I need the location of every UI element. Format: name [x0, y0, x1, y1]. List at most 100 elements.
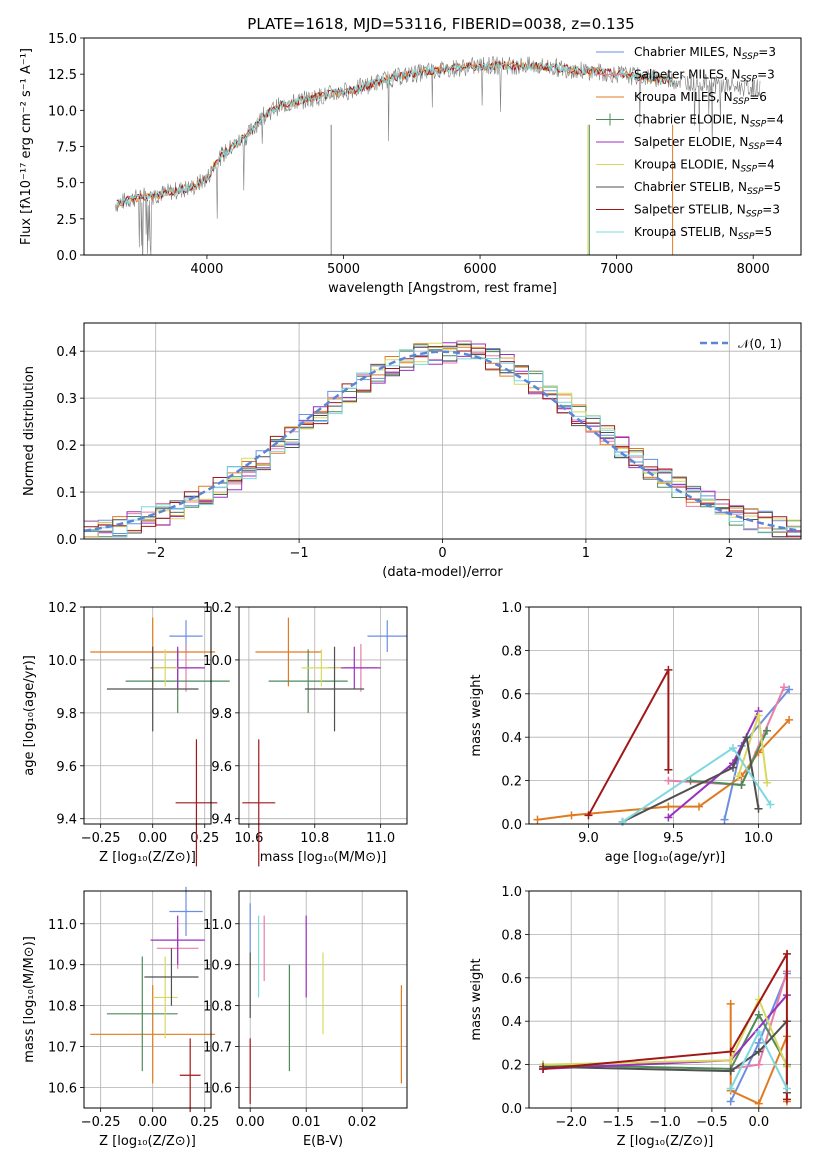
- y-tick-label: 10.7: [203, 1041, 232, 1056]
- y-tick-label: 9.4: [56, 813, 77, 828]
- x-tick-label: 0.25: [190, 1115, 219, 1130]
- weight-marker: [785, 715, 794, 724]
- plot-frame: [528, 890, 802, 1109]
- y-tick-label: 0.2: [501, 1059, 522, 1074]
- y-axis-label: Normed distribution: [22, 366, 37, 496]
- y-tick-label: 0.8: [501, 644, 522, 659]
- x-axis-label: Z [log₁₀(Z/Z⊙)]: [99, 850, 196, 865]
- y-tick-label: 1.0: [501, 885, 522, 900]
- y-tick-label: 0.0: [56, 533, 77, 548]
- legend-label-sub: SSP: [742, 52, 759, 62]
- x-tick-label: 5000: [327, 262, 360, 277]
- weight-marker: [766, 800, 775, 809]
- x-tick-label: −2.0: [555, 1115, 587, 1130]
- legend-label-tail: =6: [749, 90, 767, 104]
- x-tick-label: 7000: [600, 262, 633, 277]
- legend-label-tail: =4: [765, 135, 783, 149]
- x-tick-label: 0: [438, 546, 446, 561]
- y-tick-label: 10.9: [203, 959, 232, 974]
- histogram-c6: [84, 344, 801, 538]
- legend-label-sub: SSP: [748, 142, 765, 152]
- weight-marker: [695, 802, 703, 811]
- x-tick-label: −0.5: [696, 1115, 728, 1130]
- y-axis-label: age [log₁₀(age/yr)]: [22, 655, 37, 776]
- y-tick-label: 0.6: [501, 688, 522, 703]
- x-tick-label: −0.25: [81, 831, 121, 846]
- legend-label-main: Kroupa MILES, N: [634, 90, 733, 104]
- mass-vs-EBV-points: [249, 903, 402, 1104]
- legend-label-sub: SSP: [733, 97, 750, 107]
- x-tick-label: 1: [582, 546, 590, 561]
- weight-marker: [567, 811, 576, 820]
- legend-label-main: Chabrier MILES, N: [634, 45, 742, 59]
- legend-label-main: Chabrier STELIB, N: [634, 180, 747, 194]
- weight-marker: [754, 711, 763, 720]
- x-axis-label: Z [log₁₀(Z/Z⊙)]: [99, 1134, 196, 1149]
- y-tick-label: 9.8: [56, 707, 77, 722]
- weight-marker: [664, 813, 673, 822]
- y-tick-label: 0.1: [56, 486, 77, 501]
- x-tick-label: −0.25: [81, 1115, 121, 1130]
- weight-marker: [734, 772, 743, 781]
- legend-label-tail: =5: [764, 180, 782, 194]
- x-tick-label: 2: [725, 546, 733, 561]
- weight-marker: [729, 744, 737, 753]
- weight-marker: [754, 1010, 763, 1019]
- legend-label-main: Kroupa STELIB, N: [634, 225, 738, 239]
- legend-label: Salpeter ELODIE, NSSP=4: [634, 135, 783, 152]
- weight-line-c5: [543, 997, 788, 1068]
- mass-weight-vs-Z-lines: [539, 949, 791, 1108]
- plot-frame: [83, 606, 212, 825]
- x-tick-label: 0.25: [190, 831, 219, 846]
- x-tick-label: 10.8: [300, 831, 329, 846]
- y-tick-label: 0.8: [501, 928, 522, 943]
- weight-marker: [782, 949, 791, 958]
- legend-label-sub: SSP: [738, 232, 755, 242]
- weight-line-c7: [543, 950, 788, 1100]
- weight-marker: [720, 815, 729, 824]
- weight-marker: [686, 776, 695, 785]
- y-tick-label: 1.0: [501, 601, 522, 616]
- x-tick-label: 0.0: [748, 1115, 769, 1130]
- weight-line-c7: [587, 669, 670, 816]
- y-tick-label: 11.0: [203, 918, 232, 933]
- y-tick-label: 0.0: [501, 1102, 522, 1117]
- weight-marker: [754, 804, 763, 813]
- y-tick-label: 10.0: [48, 104, 77, 119]
- plot-frame: [83, 322, 802, 540]
- x-axis-label: Z [log₁₀(Z/Z⊙)]: [617, 1134, 714, 1149]
- model-line-c7: [116, 60, 675, 206]
- y-tick-label: 10.8: [48, 1000, 77, 1015]
- y-tick-label: 10.0: [48, 654, 77, 669]
- legend-label-tail: =4: [766, 113, 784, 127]
- y-tick-label: 9.4: [211, 813, 232, 828]
- x-tick-label: −1: [290, 546, 309, 561]
- y-tick-label: 9.6: [211, 760, 232, 775]
- spectrum-lines: [115, 55, 761, 255]
- age-vs-Z-points: [90, 617, 230, 867]
- y-tick-label: 5.0: [56, 177, 77, 192]
- x-axis-label: E(B-V): [303, 1134, 343, 1149]
- x-tick-label: 0.00: [138, 1115, 167, 1130]
- legend-label: 𝒩(0, 1): [738, 337, 782, 351]
- x-tick-label: 8000: [737, 262, 770, 277]
- x-tick-label: −2: [146, 546, 165, 561]
- weight-marker: [754, 1047, 763, 1056]
- y-axis-label: Flux [fλ10⁻¹⁷ erg cm⁻² s⁻¹ A⁻¹]: [19, 48, 34, 245]
- x-tick-label: 9.5: [663, 831, 684, 846]
- weight-marker: [782, 1084, 791, 1093]
- x-axis-label: wavelength [Angstrom, rest frame]: [328, 281, 557, 296]
- y-tick-label: 10.8: [203, 1000, 232, 1015]
- legend-label-sub: SSP: [741, 75, 758, 85]
- weight-marker: [737, 780, 746, 789]
- y-tick-label: 2.5: [56, 213, 77, 228]
- legend-label-tail: =3: [758, 45, 776, 59]
- x-tick-label: 4000: [190, 262, 223, 277]
- legend-label: Kroupa STELIB, NSSP=5: [634, 225, 772, 242]
- weight-line-c6: [622, 733, 760, 823]
- x-tick-label: 0.01: [292, 1115, 321, 1130]
- legend-label: Kroupa ELODIE, NSSP=4: [634, 158, 775, 175]
- y-tick-label: 0.4: [501, 731, 522, 746]
- weight-marker: [726, 1056, 735, 1065]
- y-tick-label: 0.4: [56, 345, 77, 360]
